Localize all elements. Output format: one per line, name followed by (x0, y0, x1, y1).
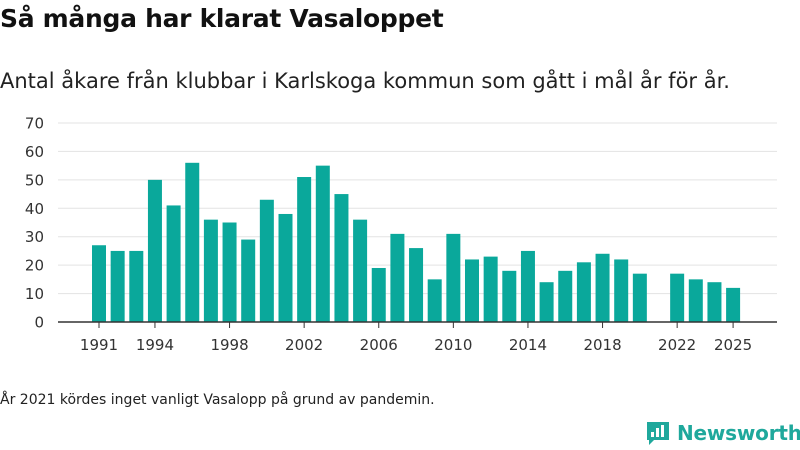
x-tick-label: 1994 (136, 336, 174, 354)
bar-2016 (558, 270, 573, 322)
bar-1991 (92, 245, 106, 322)
bar-2022 (670, 273, 685, 322)
bar-2006 (371, 267, 386, 322)
bar-2019 (614, 259, 629, 322)
bar-1999 (241, 239, 256, 322)
y-tick-label: 30 (25, 228, 44, 246)
x-tick-label: 1991 (80, 336, 118, 354)
bar-1993 (129, 250, 144, 322)
brand-name: Newsworthy (677, 421, 800, 445)
x-tick-label: 2002 (285, 336, 323, 354)
bar-2008 (409, 248, 424, 322)
bar-2017 (576, 262, 591, 322)
bar-2012 (483, 256, 498, 322)
bar-2025 (726, 287, 741, 322)
bar-2023 (688, 279, 703, 322)
bar-2005 (353, 219, 368, 322)
x-tick-label: 1998 (210, 336, 248, 354)
bar-2014 (520, 250, 535, 322)
bar-2024 (707, 282, 722, 322)
x-axis-ticks: 1991 1994 1998 2002 2006 2010 2014 2018 2022 2025 (80, 322, 752, 354)
bar-2003 (315, 165, 330, 322)
bar-2010 (446, 233, 461, 322)
y-tick-label: 60 (25, 143, 44, 161)
x-tick-label: 2010 (434, 336, 472, 354)
y-tick-label: 40 (25, 200, 44, 218)
bar-2007 (390, 233, 405, 322)
bar-2009 (427, 279, 442, 322)
bar-2004 (334, 194, 349, 322)
y-tick-label: 0 (34, 314, 44, 332)
y-tick-label: 10 (25, 285, 44, 303)
y-tick-label: 20 (25, 257, 44, 275)
y-tick-label: 70 (25, 115, 44, 133)
x-tick-label: 2006 (360, 336, 398, 354)
bar-2015 (539, 282, 554, 322)
bar-1996 (185, 162, 200, 322)
chart-title: Så många har klarat Vasaloppet (0, 4, 444, 33)
bar-2020 (632, 273, 647, 322)
chart-subtitle: Antal åkare från klubbar i Karlskoga kom… (0, 69, 730, 93)
y-tick-label: 50 (25, 171, 44, 189)
footnote: År 2021 kördes inget vanligt Vasalopp på… (0, 392, 435, 408)
bar-2001 (278, 213, 293, 322)
bar-chart: 0 10 20 30 40 50 60 70 1991 1994 1998 2002 2006 2010… (25, 115, 777, 354)
bar-1995 (166, 205, 181, 322)
x-tick-label: 2018 (583, 336, 621, 354)
y-axis-ticks: 0 10 20 30 40 50 60 70 (25, 115, 44, 332)
x-tick-label: 2014 (509, 336, 547, 354)
newsworthy-logo-icon (647, 422, 669, 445)
bar-1994 (147, 179, 162, 322)
bar-1992 (110, 250, 125, 322)
brand-logo: Newsworthy (645, 420, 800, 446)
bar-1998 (222, 222, 237, 322)
bar-1997 (203, 219, 218, 322)
bars (92, 162, 741, 322)
bar-2011 (465, 259, 479, 322)
x-tick-label: 2025 (714, 336, 752, 354)
bar-2018 (595, 253, 610, 322)
x-tick-label: 2022 (658, 336, 696, 354)
bar-2013 (502, 270, 517, 322)
bar-2000 (259, 199, 274, 322)
bar-2002 (297, 177, 312, 322)
